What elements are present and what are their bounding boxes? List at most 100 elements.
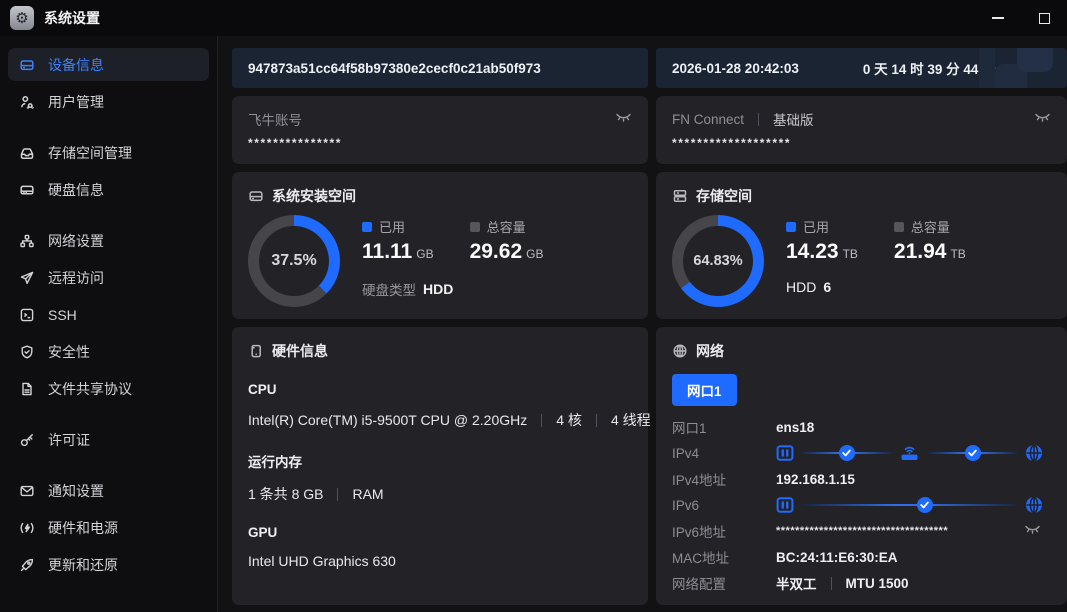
sidebar-label: 用户管理 [48, 93, 104, 110]
sidebar-label: 文件共享协议 [48, 380, 132, 397]
network-row-config: 网络配置 半双工 MTU 1500 [672, 570, 1047, 596]
total-swatch [469, 221, 480, 232]
ipv4-address-label: IPv4地址 [672, 473, 727, 488]
sidebar-label: 网络设置 [48, 232, 104, 249]
cpu-threads: 4 线程 [610, 412, 651, 428]
decorative-shape [1017, 48, 1053, 72]
total-value: 29.62 [469, 240, 523, 263]
storage-space-card: 存储空间 64.83% 已用 14.23 TB 总容量 [656, 172, 1067, 319]
license-key-icon [19, 432, 35, 448]
total-unit: GB [526, 247, 544, 261]
app-title: 系统设置 [44, 10, 100, 26]
sidebar-item-ssh[interactable]: SSH [8, 298, 209, 331]
storage-space-stack-icon [672, 188, 688, 204]
fn-connect-tier: 基础版 [773, 113, 814, 128]
total-swatch [893, 221, 904, 232]
hardware-info-icon [248, 343, 264, 359]
network-settings-icon [19, 233, 35, 249]
total-value: 21.94 [893, 240, 947, 263]
total-label: 总容量 [486, 220, 526, 235]
sidebar: 设备信息 用户管理 存储空间管理 硬盘信息 [0, 36, 218, 612]
check-icon [838, 445, 855, 461]
device-id: 947873a51cc64f58b97380e2cecf0c21ab50f973 [248, 60, 541, 76]
memory-type: RAM [352, 486, 384, 502]
sidebar-item-file-sharing[interactable]: 文件共享协议 [8, 372, 209, 405]
network-globe-icon [672, 343, 688, 359]
network-row-ipv4-address: IPv4地址 192.168.1.15 [672, 466, 1047, 492]
divider [541, 413, 543, 427]
ipv6-address-label: IPv6地址 [672, 525, 727, 540]
hardware-info-card: 硬件信息 CPU Intel(R) Core(TM) i5-9500T CPU … [232, 327, 651, 605]
sidebar-item-disk-info[interactable]: 硬盘信息 [8, 173, 209, 206]
sidebar-label: 远程访问 [48, 269, 104, 286]
ipv4-label: IPv4 [672, 445, 700, 461]
gpu-model: Intel UHD Graphics 630 [248, 553, 396, 569]
storage-disk-label: HDD [786, 279, 817, 295]
system-datetime: 2026-01-28 20:42:03 [672, 60, 799, 76]
total-legend: 总容量 21.94 TB [893, 217, 966, 264]
sidebar-item-security[interactable]: 安全性 [8, 335, 209, 368]
total-unit: TB [950, 247, 966, 261]
network-row-ipv6: IPv6 [672, 492, 1047, 518]
minimize-button[interactable] [975, 0, 1021, 36]
sidebar-item-update-restore[interactable]: 更新和还原 [8, 548, 209, 581]
maximize-button[interactable] [1021, 0, 1067, 36]
sidebar-item-user-management[interactable]: 用户管理 [8, 85, 209, 118]
eye-closed-icon[interactable] [1034, 111, 1051, 127]
cpu-label: CPU [248, 382, 277, 397]
port-label: 网口1 [672, 421, 707, 436]
ipv6-label: IPv6 [672, 497, 700, 513]
network-row-ipv6-address: IPv6地址 *********************************… [672, 518, 1047, 544]
mtu-value: MTU 1500 [845, 575, 909, 591]
notification-mail-icon [19, 483, 35, 499]
cpu-model: Intel(R) Core(TM) i5-9500T CPU @ 2.20GHz [248, 412, 528, 428]
storage-disk-count: 6 [823, 279, 832, 295]
datetime-bar: 2026-01-28 20:42:03 0 天 14 时 39 分 44 秒 [656, 48, 1067, 88]
hardware-power-icon [19, 520, 35, 536]
window-controls [975, 0, 1067, 36]
sidebar-item-notification-settings[interactable]: 通知设置 [8, 474, 209, 507]
network-config-label: 网络配置 [672, 577, 726, 592]
system-space-percent: 37.5% [271, 252, 317, 269]
disk-type-value: HDD [423, 281, 454, 297]
check-icon [964, 445, 981, 461]
network-row-ipv4: IPv4 [672, 440, 1047, 466]
used-label: 已用 [379, 220, 406, 235]
file-sharing-icon [19, 381, 35, 397]
sidebar-item-storage-management[interactable]: 存储空间管理 [8, 136, 209, 169]
sidebar-label: 通知设置 [48, 482, 104, 499]
sidebar-label: 设备信息 [48, 56, 104, 73]
nas-icon [776, 497, 794, 513]
ipv4-address-value: 192.168.1.15 [776, 471, 855, 487]
port-1-tab-button[interactable]: 网口1 [672, 374, 737, 406]
router-icon [901, 446, 918, 460]
network-row-mac: MAC地址 BC:24:11:E6:30:EA [672, 544, 1047, 570]
sidebar-item-device-info[interactable]: 设备信息 [8, 48, 209, 81]
port-value: ens18 [776, 419, 815, 435]
divider [337, 487, 339, 501]
device-info-icon [19, 57, 35, 73]
sidebar-label: 硬盘信息 [48, 181, 104, 198]
used-legend: 已用 14.23 TB [786, 217, 858, 264]
used-value: 11.11 [362, 240, 413, 263]
sidebar-label: 存储空间管理 [48, 144, 132, 161]
nas-icon [776, 445, 794, 461]
used-swatch [362, 221, 372, 232]
sidebar-item-hardware-power[interactable]: 硬件和电源 [8, 511, 209, 544]
eye-closed-icon[interactable] [1024, 523, 1041, 539]
feiniu-account-card: 飞牛账号 *************** [232, 96, 648, 164]
divider [758, 112, 760, 126]
memory-label: 运行内存 [248, 455, 302, 470]
system-space-card: 系统安装空间 37.5% 已用 11.11 GB 总容量 [232, 172, 648, 319]
eye-closed-icon[interactable] [615, 111, 632, 127]
account-masked-value: *************** [248, 136, 343, 150]
fn-connect-masked-value: ******************* [672, 136, 792, 150]
update-rocket-icon [19, 557, 35, 573]
sidebar-item-license[interactable]: 许可证 [8, 423, 209, 456]
sidebar-item-remote-access[interactable]: 远程访问 [8, 261, 209, 294]
decorative-band [979, 48, 995, 88]
storage-space-donut: 64.83% [672, 215, 764, 307]
sidebar-item-network-settings[interactable]: 网络设置 [8, 224, 209, 257]
total-legend: 总容量 29.62 GB [469, 217, 544, 264]
security-shield-icon [19, 344, 35, 360]
